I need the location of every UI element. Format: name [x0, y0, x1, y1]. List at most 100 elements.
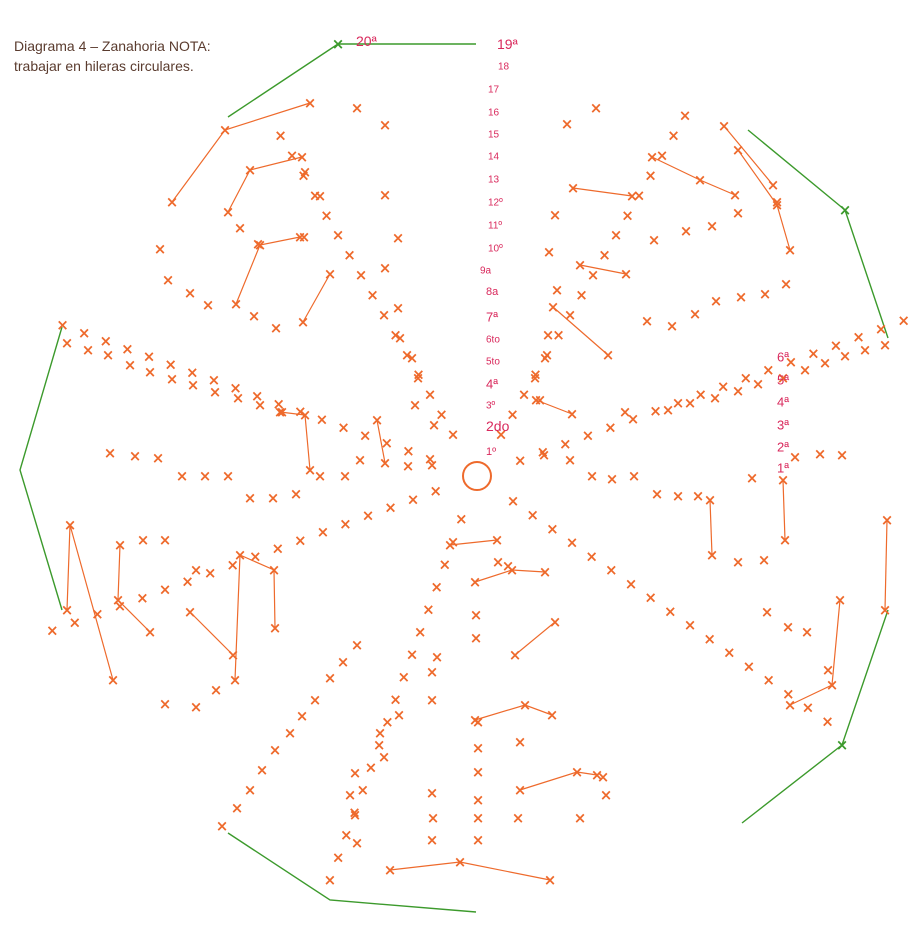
connector-line	[234, 554, 276, 681]
stitch: ×	[574, 809, 587, 827]
stitch: ×	[819, 354, 832, 372]
stitch: ×	[619, 403, 632, 421]
stitch: ×	[472, 739, 485, 757]
stitch: ×	[91, 605, 104, 623]
stitch: ×	[495, 425, 508, 443]
stitch: ×	[604, 418, 617, 436]
right-round-label: 2ª	[777, 440, 789, 455]
stitch: ×	[447, 425, 460, 443]
stitch: ×	[648, 231, 661, 249]
round-label: 7ª	[486, 310, 498, 325]
stitch: ×	[518, 386, 531, 404]
stitch: ×	[506, 406, 519, 424]
stitch: ×	[414, 623, 427, 641]
stitch: ×	[784, 241, 797, 259]
stitch: ×	[559, 435, 572, 453]
stitch: ×	[216, 817, 229, 835]
stitch: ×	[190, 561, 203, 579]
stitch: ×	[771, 196, 784, 214]
stitch: ×	[114, 536, 127, 554]
stitch: ×	[571, 763, 584, 781]
stitch: ×	[378, 306, 391, 324]
stitch: ×	[735, 288, 748, 306]
round-label: 3º	[486, 401, 496, 412]
stitch: ×	[304, 461, 317, 479]
stitch: ×	[222, 203, 235, 221]
stitch: ×	[689, 305, 702, 323]
connector-line	[376, 419, 386, 464]
outline-line	[227, 832, 477, 913]
stitch: ×	[529, 366, 542, 384]
stitch: ×	[597, 768, 610, 786]
stitch: ×	[162, 271, 175, 289]
stitch: ×	[777, 369, 790, 387]
stitch: ×	[406, 349, 419, 367]
stitch: ×	[549, 206, 562, 224]
stitch: ×	[785, 353, 798, 371]
stitch: ×	[274, 127, 287, 145]
stitch: ×	[339, 467, 352, 485]
stitch: ×	[566, 405, 579, 423]
stitch: ×	[444, 536, 457, 554]
stitch: ×	[424, 450, 437, 468]
stitch: ×	[104, 444, 117, 462]
stitch: ×	[472, 713, 485, 731]
stitch: ×	[219, 121, 232, 139]
stitch: ×	[502, 557, 515, 575]
stitch: ×	[706, 546, 719, 564]
stitch: ×	[514, 451, 527, 469]
stitch: ×	[114, 597, 127, 615]
stitch: ×	[232, 389, 245, 407]
stitch: ×	[392, 229, 405, 247]
stitch: ×	[710, 292, 723, 310]
stitch: ×	[799, 361, 812, 379]
stitch: ×	[492, 553, 505, 571]
stitch: ×	[782, 618, 795, 636]
stitch: ×	[297, 313, 310, 331]
stitch: ×	[544, 871, 557, 889]
connector-line	[782, 479, 786, 541]
stitch: ×	[294, 531, 307, 549]
stitch: ×	[422, 600, 435, 618]
stitch: ×	[606, 470, 619, 488]
stitch: ×	[269, 741, 282, 759]
round-label: 2do	[486, 418, 510, 434]
stitch: ×	[821, 712, 834, 730]
stitch: ×	[176, 467, 189, 485]
stitch: ×	[672, 487, 685, 505]
stitch: ×	[514, 733, 527, 751]
round-label: 16	[488, 108, 500, 119]
round-label: 15	[488, 130, 500, 141]
stitch: ×	[374, 724, 387, 742]
stitch: ×	[585, 547, 598, 565]
stitch: ×	[431, 648, 444, 666]
stitch: ×	[412, 369, 425, 387]
stitch: ×	[299, 406, 312, 424]
stitch: ×	[112, 591, 125, 609]
stitch: ×	[349, 764, 362, 782]
stitch: ×	[547, 298, 560, 316]
stitch: ×	[355, 266, 368, 284]
stitch: ×	[732, 382, 745, 400]
stitch: ×	[439, 555, 452, 573]
stitch: ×	[564, 451, 577, 469]
stitch: ×	[546, 706, 559, 724]
stitch: ×	[286, 147, 299, 165]
stitch: ×	[69, 613, 82, 631]
round-label: 19ª	[497, 36, 519, 52]
stitch: ×	[384, 861, 397, 879]
stitch: ×	[879, 336, 892, 354]
stitch: ×	[561, 115, 574, 133]
stitch: ×	[324, 265, 337, 283]
stitch: ×	[566, 534, 579, 552]
stitch: ×	[830, 336, 843, 354]
stitch: ×	[534, 391, 547, 409]
stitch: ×	[759, 285, 772, 303]
stitch: ×	[429, 482, 442, 500]
stitch: ×	[600, 786, 613, 804]
connector-line	[66, 524, 114, 681]
stitch: ×	[244, 161, 257, 179]
stitch: ×	[248, 307, 261, 325]
stitch: ×	[680, 222, 693, 240]
stitch: ×	[782, 685, 795, 703]
